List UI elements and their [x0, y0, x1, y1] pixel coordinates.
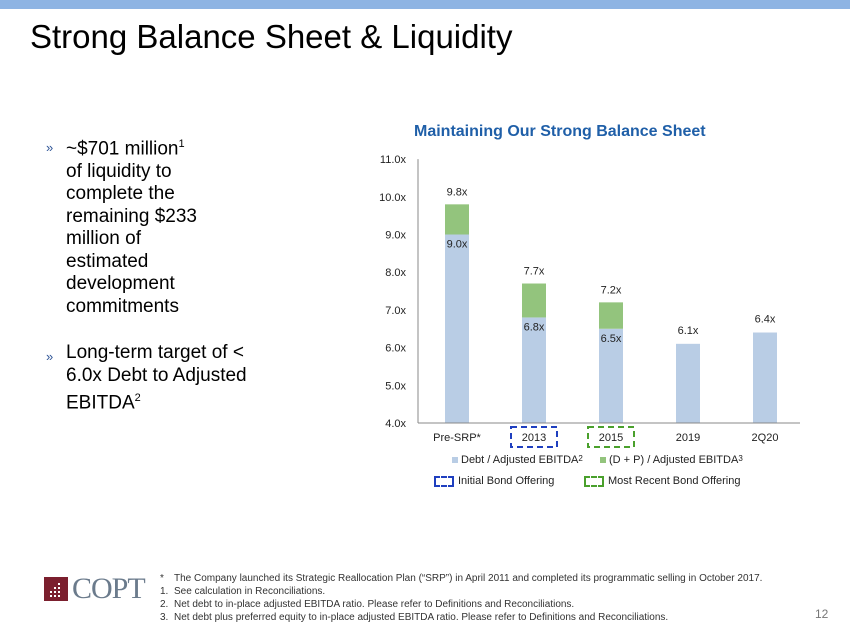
bullet-target: » Long-term target of < 6.0x Debt to Adj… [46, 342, 266, 415]
footnote-text: Net debt to in-place adjusted EBITDA rat… [174, 599, 575, 610]
legend-initial-bond: Initial Bond Offering [434, 475, 554, 487]
page-title: Strong Balance Sheet & Liquidity [30, 18, 513, 55]
bond-offering-highlight-box [510, 426, 558, 448]
bar-debt-ebitda [676, 343, 700, 423]
total-data-label: 9.8x [447, 186, 468, 198]
x-tick-label: 2015 [599, 432, 623, 444]
footnote-number: 2. [160, 599, 169, 610]
legend-debt: Debt / Adjusted EBITDA 2 [452, 454, 583, 466]
legend-dp: (D + P) / Adjusted EBITDA 3 [600, 454, 743, 466]
page-number: 12 [815, 607, 829, 621]
legend-dash-box [584, 475, 604, 487]
bar-debt-ebitda [522, 317, 546, 423]
footnote: 3. Net debt plus preferred equity to in-p… [160, 611, 762, 624]
base-data-label: 6.8x [524, 321, 545, 333]
x-tick-label: 2019 [676, 432, 700, 444]
bullet-text: Long-term target of < 6.0x Debt to Adjus… [66, 342, 247, 414]
footnote-text: The Company launched its Strategic Reall… [174, 573, 763, 584]
legend-recent-bond: Most Recent Bond Offering [584, 475, 740, 487]
bar-debt-ebitda [753, 332, 777, 423]
y-tick-label: 9.0x [385, 230, 406, 242]
legend-label: Most Recent Bond Offering [608, 475, 741, 487]
footnote-number: 3. [160, 612, 169, 623]
footnote-number: * [160, 573, 164, 584]
y-tick-label: 8.0x [385, 267, 406, 279]
bar-dp-ebitda [445, 204, 469, 235]
logo-mark [44, 577, 68, 601]
bullet-list: » ~$701 million1 of liquidity to complete… [46, 133, 266, 439]
chart-title: Maintaining Our Strong Balance Sheet [414, 123, 706, 140]
bar-debt-ebitda [445, 234, 469, 423]
bullet-text: ~$701 million [66, 138, 179, 160]
y-tick-label: 4.0x [385, 418, 406, 430]
copt-logo: COPT [44, 572, 146, 606]
base-data-label: 9.0x [447, 239, 468, 251]
legend-label: Debt / Adjusted EBITDA [461, 454, 579, 466]
legend-label: (D + P) / Adjusted EBITDA [609, 454, 739, 466]
x-tick-label: Pre-SRP* [433, 432, 481, 444]
bullet-text: of liquidity to complete the remaining $… [66, 160, 197, 317]
footnote-ref: 3 [738, 454, 743, 463]
bullet-marker: » [46, 349, 54, 365]
legend-label: Initial Bond Offering [458, 475, 555, 487]
bar-dp-ebitda [522, 283, 546, 318]
footnote: 1. See calculation in Reconciliations. [160, 585, 762, 598]
logo-text: COPT [72, 572, 146, 605]
footnote-ref: 2 [578, 454, 583, 463]
bar-dp-ebitda [599, 302, 623, 329]
footnote: * The Company launched its Strategic Real… [160, 572, 762, 585]
top-accent-bar [0, 0, 850, 9]
footnote: 2. Net debt to in-place adjusted EBITDA r… [160, 598, 762, 611]
bar-debt-ebitda [599, 328, 623, 423]
base-data-label: 6.4x [755, 314, 776, 326]
total-data-label: 7.2x [601, 284, 622, 296]
y-tick-label: 5.0x [385, 380, 406, 392]
y-tick-label: 7.0x [385, 305, 406, 317]
legend-swatch [600, 457, 606, 463]
total-data-label: 7.7x [524, 266, 545, 278]
footnote-text: Net debt plus preferred equity to in-pla… [174, 612, 669, 623]
footnote-ref: 1 [178, 138, 185, 150]
y-tick-label: 11.0x [380, 154, 407, 166]
bond-offering-highlight-box [587, 426, 635, 448]
bullet-liquidity: » ~$701 million1 of liquidity to complete… [46, 133, 266, 318]
base-data-label: 6.1x [678, 325, 699, 337]
legend-dash-box [434, 475, 454, 487]
y-tick-label: 6.0x [385, 343, 406, 355]
footnote-ref: 2 [134, 392, 141, 405]
base-data-label: 6.5x [601, 333, 622, 345]
x-tick-label: 2Q20 [752, 432, 779, 444]
x-tick-label: 2013 [522, 432, 546, 444]
leverage-bar-chart: 4.0x 5.0x 6.0x 7.0x 8.0x 9.0x 10.0x 11.0x 9.8x 9.… [379, 154, 800, 448]
footnotes: * The Company launched its Strategic Real… [160, 572, 762, 624]
legend-swatch [452, 457, 458, 463]
footnote-text: See calculation in Reconciliations. [174, 586, 326, 597]
y-tick-label: 10.0x [379, 192, 406, 204]
bullet-marker: » [46, 140, 54, 155]
footnote-number: 1. [160, 586, 169, 597]
